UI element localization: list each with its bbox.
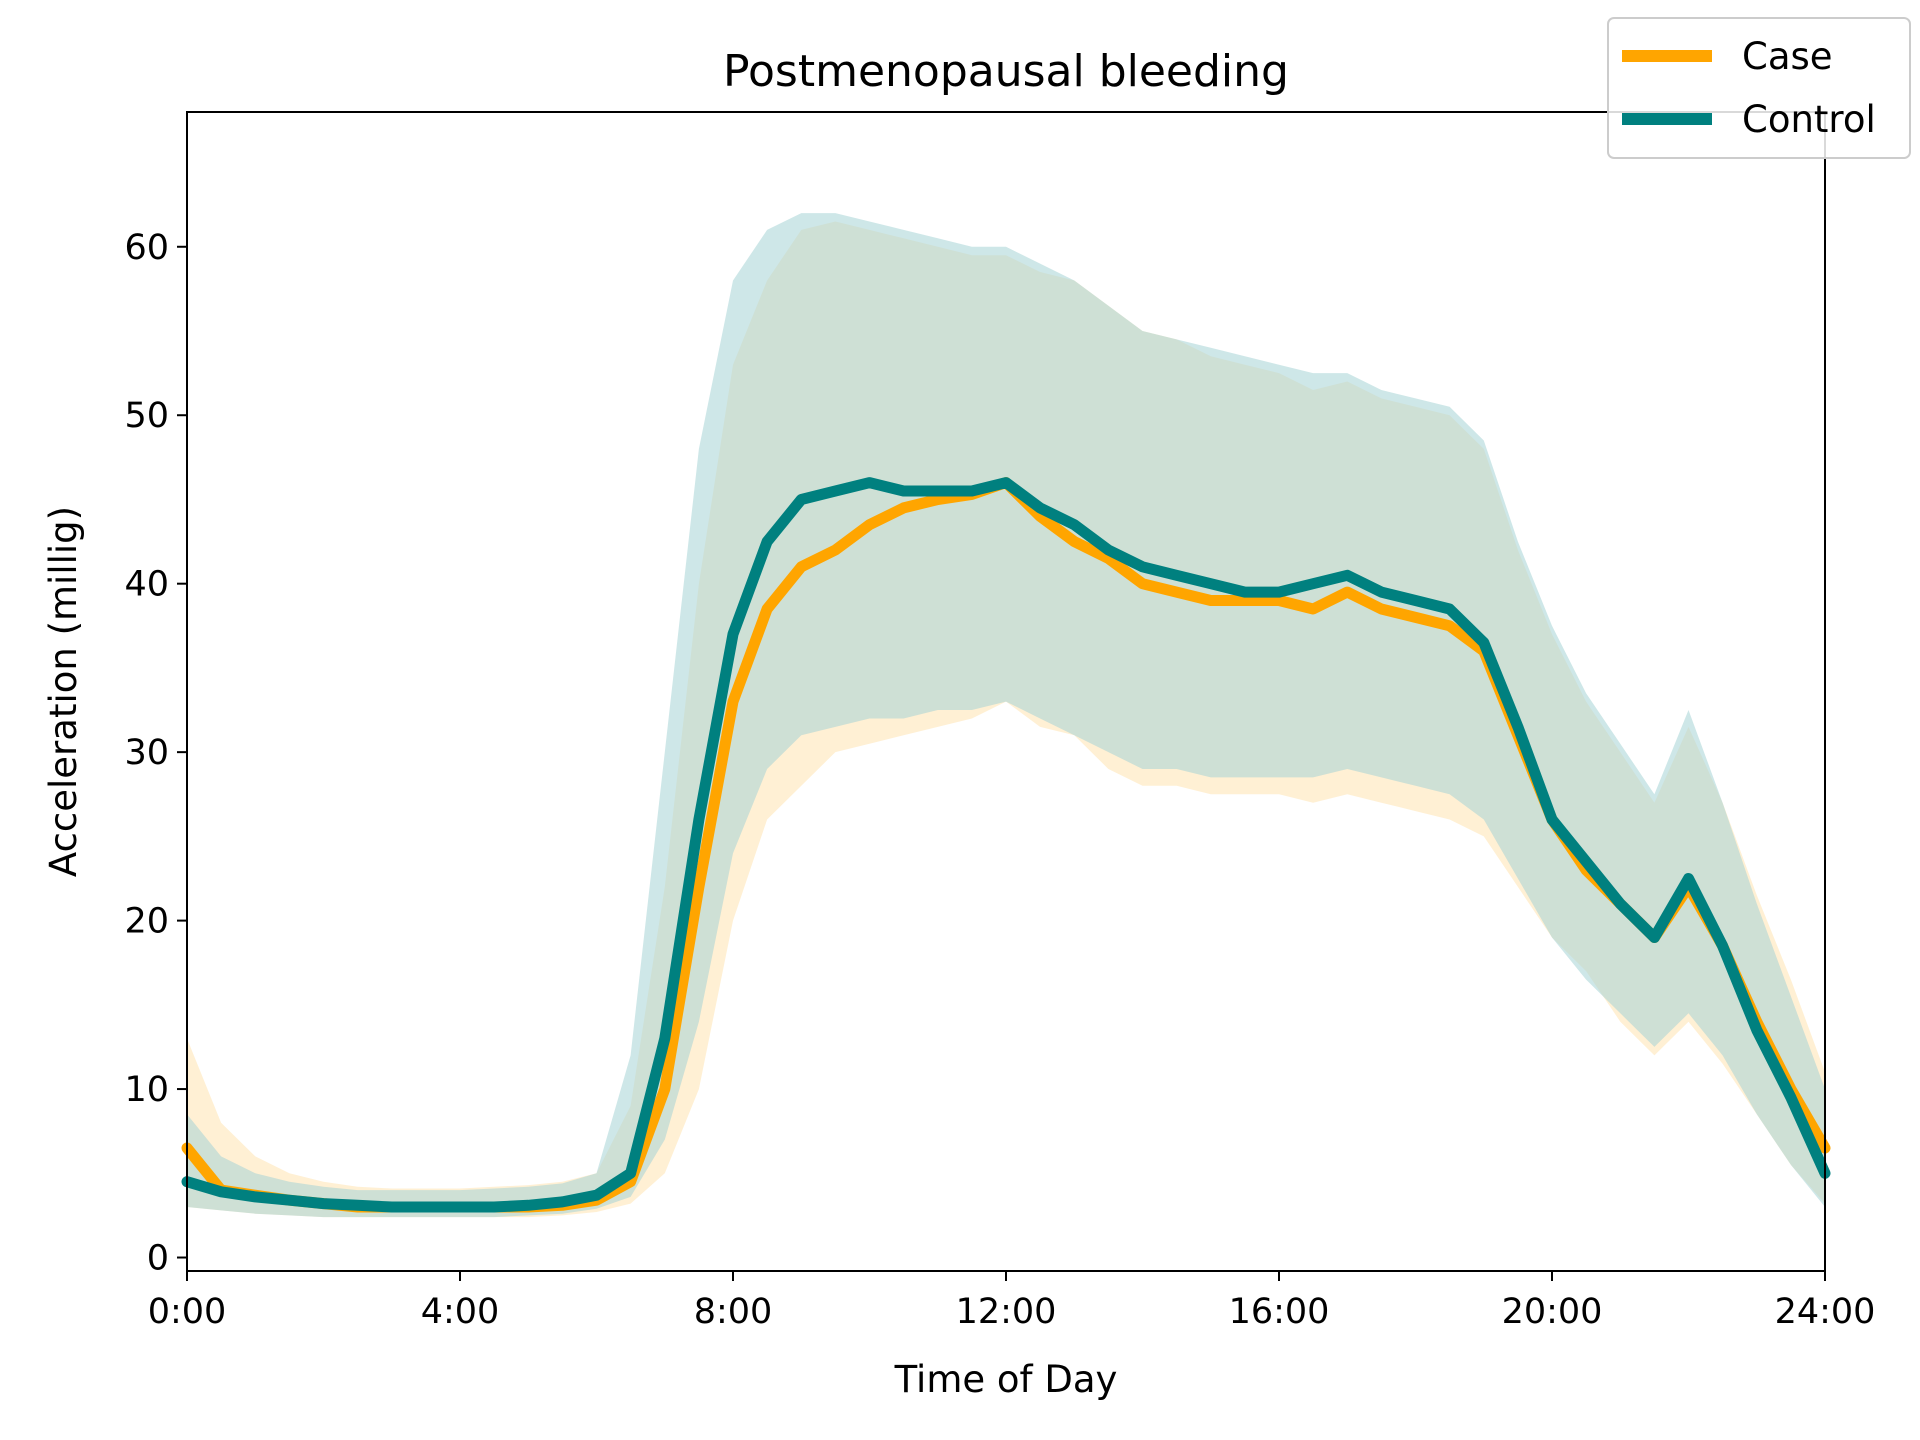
- confidence-bands: [187, 213, 1825, 1218]
- x-tick-label: 20:00: [1502, 1292, 1603, 1332]
- y-tick-label: 50: [124, 396, 169, 436]
- x-tick-label: 4:00: [421, 1292, 500, 1332]
- legend-label-control: Control: [1742, 98, 1876, 141]
- y-tick-label: 0: [147, 1239, 169, 1279]
- band-control: [187, 213, 1825, 1218]
- chart-title: Postmenopausal bleeding: [723, 46, 1289, 97]
- x-axis: 0:00 4:00 8:00 12:00 16:00 20:00 24:00: [148, 1271, 1876, 1332]
- x-tick-label: 8:00: [694, 1292, 773, 1332]
- legend: Case Control: [1607, 17, 1911, 159]
- y-axis: 0 10 20 30 40 50 60: [124, 228, 187, 1279]
- x-tick-label: 0:00: [148, 1292, 227, 1332]
- x-tick-label: 24:00: [1775, 1292, 1876, 1332]
- y-axis-label: Acceleration (millig): [42, 506, 85, 877]
- y-tick-label: 10: [124, 1070, 169, 1110]
- x-tick-label: 16:00: [1229, 1292, 1330, 1332]
- series-lines: [181, 477, 1831, 1213]
- series-line-control: [181, 477, 1831, 1213]
- y-tick-label: 30: [124, 733, 169, 773]
- y-tick-label: 20: [124, 902, 169, 942]
- x-tick-label: 12:00: [956, 1292, 1057, 1332]
- x-axis-label: Time of Day: [894, 1358, 1118, 1401]
- legend-label-case: Case: [1742, 35, 1833, 78]
- y-tick-label: 60: [124, 228, 169, 268]
- y-tick-label: 40: [124, 565, 169, 605]
